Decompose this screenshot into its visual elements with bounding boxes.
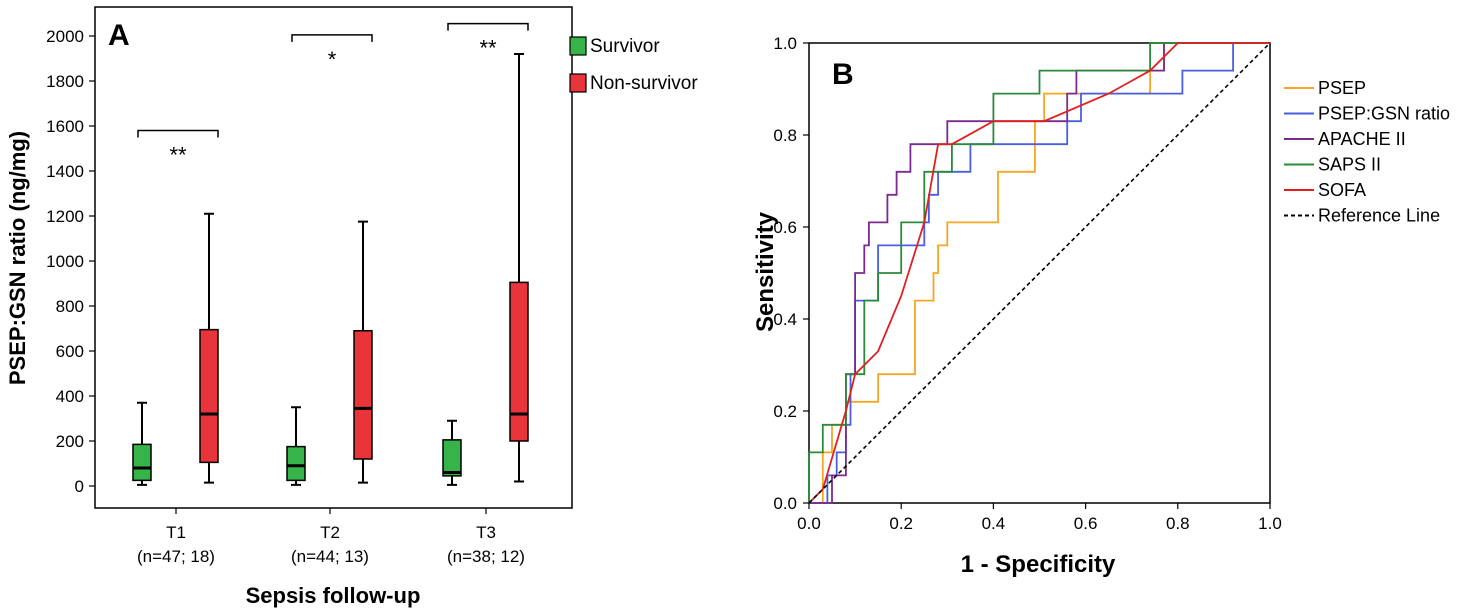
box-iqr [199, 328, 219, 464]
y-tick-label: 0 [75, 477, 84, 496]
y-tick-label: 200 [56, 432, 84, 451]
x-category-sublabel: (n=38; 12) [447, 547, 525, 566]
box-non-survivor-t3 [509, 53, 529, 483]
panel-a-label: A [108, 19, 130, 52]
panel-b-series [808, 42, 1271, 504]
panel-b-label: B [832, 58, 854, 91]
x-category-label: T1 [166, 523, 186, 542]
legend-swatch [569, 73, 587, 93]
x-tick-label: 0.2 [889, 514, 913, 533]
box-iqr [442, 439, 462, 477]
x-category-label: T3 [476, 523, 496, 542]
box-survivor-t2 [286, 406, 306, 486]
panel-b-legend: PSEP PSEP:GSN ratio APACHE II SAPS II SOFA Re… [1284, 78, 1450, 226]
significance-label: * [328, 47, 337, 72]
significance-bracket [291, 34, 373, 42]
roc-line-saps-ii [808, 42, 1270, 503]
box-non-survivor-t2 [353, 220, 373, 484]
x-category-sublabel: (n=47; 18) [137, 547, 215, 566]
y-tick-label: 1.0 [773, 34, 797, 53]
roc-line-psep-gsn-ratio [809, 42, 1270, 504]
legend-label: PSEP [1318, 78, 1366, 98]
y-tick-label: 400 [56, 387, 84, 406]
box-iqr [509, 281, 529, 442]
box-survivor-t3 [442, 419, 462, 486]
y-tick-label: 0.2 [773, 402, 797, 421]
y-tick-label: 0.8 [773, 126, 797, 145]
panel-a-frame [94, 6, 573, 509]
panel-a-significance: *** ** [137, 22, 529, 168]
panel-b-roc: B Sensitivity 1 - Specificity 0.00.20.40… [752, 34, 1450, 578]
y-tick-label: 1800 [46, 72, 84, 91]
y-tick-label: 600 [56, 342, 84, 361]
x-tick-label: 1.0 [1258, 514, 1282, 533]
legend-label: Reference Line [1318, 206, 1440, 226]
panel-a-boxplot: A PSEP:GSN ratio (ng/mg) Sepsis follow-u… [5, 6, 698, 608]
significance-bracket [447, 22, 529, 31]
legend-label: APACHE II [1318, 129, 1406, 149]
y-tick-label: 1400 [46, 162, 84, 181]
legend-label: SOFA [1318, 180, 1366, 200]
y-tick-label: 0.4 [773, 310, 797, 329]
y-tick-label: 2000 [46, 27, 84, 46]
legend-label: Survivor [590, 36, 660, 57]
x-tick-label: 0.0 [797, 514, 821, 533]
box-non-survivor-t1 [199, 212, 219, 484]
box-iqr [132, 443, 152, 482]
x-tick-label: 0.6 [1074, 514, 1098, 533]
x-category-label: T2 [320, 523, 340, 542]
legend-label: Non-survivor [590, 73, 698, 94]
box-survivor-t1 [132, 401, 152, 486]
significance-label: ** [169, 143, 187, 168]
y-tick-label: 0.6 [773, 218, 797, 237]
panel-b-axes: 0.0 0.2 0.4 0.6 0.8 1.0 0.0 0.2 0.4 0.6 0.8 1.0 [773, 34, 1281, 533]
panel-b-x-axis-label: 1 - Specificity [961, 551, 1116, 578]
y-tick-label: 1600 [46, 117, 84, 136]
y-tick-label: 1000 [46, 252, 84, 271]
panel-b-y-axis-label: Sensitivity [752, 211, 779, 332]
panel-a-legend: Survivor Non-survivor [569, 36, 698, 94]
panel-a-y-axis-label: PSEP:GSN ratio (ng/mg) [5, 131, 30, 385]
panel-b-frame [808, 42, 1271, 504]
roc-line-reference-line [808, 42, 1271, 504]
significance-bracket [137, 129, 219, 138]
roc-line-sofa [808, 42, 1270, 504]
significance-label: ** [479, 36, 497, 61]
y-tick-label: 1200 [46, 207, 84, 226]
panel-a-x-axis: T1 (n=47; 18) T2 (n=44; 13) T3 (n=38; 12) [137, 508, 525, 566]
box-iqr [353, 330, 373, 460]
box-iqr [286, 445, 306, 482]
x-tick-label: 0.8 [1166, 514, 1190, 533]
panel-a-x-axis-label: Sepsis follow-up [246, 583, 421, 608]
y-tick-label: 800 [56, 297, 84, 316]
panel-a-y-axis: 0 200 400 600 800 1000 1200 1400 1600 1800 2000 [46, 27, 95, 496]
legend-label: SAPS II [1318, 155, 1381, 175]
x-tick-label: 0.4 [982, 514, 1006, 533]
legend-swatch [569, 36, 587, 56]
x-category-sublabel: (n=44; 13) [291, 547, 369, 566]
panel-a-boxes [132, 53, 529, 486]
legend-label: PSEP:GSN ratio [1318, 104, 1450, 124]
y-tick-label: 0.0 [773, 494, 797, 513]
